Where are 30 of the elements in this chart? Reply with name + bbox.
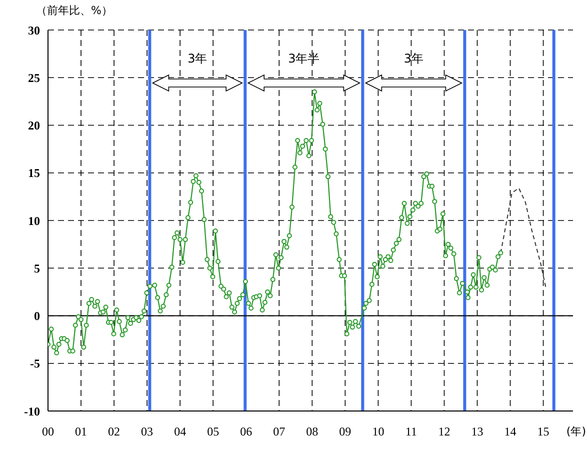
x-tick-label: 00 <box>42 424 54 439</box>
y-tick-label: 0 <box>34 309 40 324</box>
x-tick-label: 13 <box>471 424 484 439</box>
x-tick-label: 09 <box>339 424 352 439</box>
y-tick-label: 30 <box>28 23 40 38</box>
y-tick-label: 10 <box>28 214 40 228</box>
y-axis-title: （前年比、%） <box>36 4 112 17</box>
y-tick-label: -10 <box>24 404 40 418</box>
x-tick-label: 08 <box>306 424 318 439</box>
y-tick-label: 25 <box>28 70 40 85</box>
x-tick-label: 04 <box>174 424 186 439</box>
x-tick-label: 11 <box>405 424 417 439</box>
x-tick-label: 06 <box>240 424 252 439</box>
x-tick-label: 07 <box>273 424 286 439</box>
x-tick-label: 14 <box>504 424 516 439</box>
annotation: 3年半 <box>288 51 320 66</box>
x-tick-label: 05 <box>207 424 220 439</box>
y-tick-label: 20 <box>28 118 40 133</box>
annotation: 3年 <box>404 51 424 66</box>
x-tick-label: 01 <box>75 424 88 439</box>
x-tick-label: 15 <box>537 424 550 439</box>
x-axis-title: (年) <box>566 425 586 438</box>
annotation: 3年 <box>188 51 208 66</box>
x-tick-label: 12 <box>438 424 450 439</box>
y-tick-label: 15 <box>28 166 40 180</box>
x-tick-label: 03 <box>141 424 154 439</box>
x-tick-label: 10 <box>372 424 384 439</box>
x-tick-label: 02 <box>108 424 120 439</box>
y-tick-label: 5 <box>34 261 40 276</box>
y-tick-label: -5 <box>30 356 40 371</box>
